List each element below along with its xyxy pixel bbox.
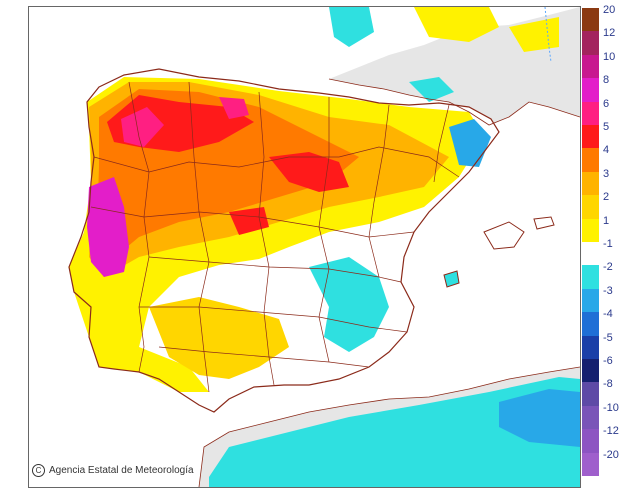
legend-label: 1 [603,214,610,227]
legend-label: -4 [603,308,613,321]
menorca [533,216,555,230]
mallorca [483,221,525,250]
iberia-coastline [68,68,500,413]
legend-label: -3 [603,284,613,297]
legend-swatch [582,195,599,219]
legend-swatch [582,101,599,125]
anomaly-red-center [269,152,349,192]
legend-swatch [582,359,599,383]
anomaly-magenta-portugal [87,177,129,277]
legend-swatch [582,8,599,32]
legend-label: 2 [603,191,610,204]
credit-text: Agencia Estatal de Meteorología [49,465,194,476]
anomaly-yellow-ne [414,7,499,42]
legend-swatch [582,78,599,102]
anomaly-cyan-east [309,257,389,352]
legend-label: 12 [603,27,616,40]
legend-swatch [582,171,599,196]
legend-swatch [582,452,599,476]
legend-label: -6 [603,355,613,367]
agency-credit: C Agencia Estatal de Meteorología [32,464,194,477]
legend-swatch [582,312,599,336]
anomaly-yellow-south [149,297,289,379]
legend-swatch [582,405,599,430]
legend-swatch [582,31,599,55]
legend-label: 5 [603,121,610,133]
color-legend: 20 12 10 8 6 5 4 3 2 1 -1 -2 -3 -4 -5 -6 -8 -10 -12 -20 [582,4,628,478]
anomaly-blue-catalonia [449,119,491,167]
anomaly-magenta-galicia [121,107,164,147]
legend-label: -2 [603,261,613,274]
legend-swatch [582,335,599,359]
legend-label: 4 [603,144,610,157]
copyright-icon: C [32,464,45,477]
africa-coastline [198,366,580,487]
france-border [328,78,580,126]
legend-label: -1 [603,238,613,250]
legend-label: 10 [603,50,616,63]
anomaly-cyan-africa [209,377,580,487]
legend-swatch [582,148,599,172]
legend-label: 3 [603,167,610,180]
anomaly-cyan-north [409,77,454,102]
legend-label: -12 [603,425,619,438]
legend-label: 6 [603,97,610,110]
map-canvas [68,7,580,487]
anomaly-blue-africa [499,389,580,447]
legend-swatch [582,429,599,453]
legend-label: -8 [603,378,613,391]
anomaly-magenta-north [219,97,249,119]
legend-swatch [582,242,599,266]
ibiza [443,270,460,288]
anomaly-cyan-med [329,7,374,47]
legend-label: -20 [603,448,619,461]
legend-label: -10 [603,401,619,414]
region-borders [90,81,460,393]
legend-swatch [582,54,599,79]
anomaly-map [28,6,581,488]
legend-label: 8 [603,74,610,87]
legend-swatch [582,125,599,149]
legend-label: -5 [603,331,613,344]
anomaly-yellow-nw-sea [509,17,559,52]
meridian-line [544,7,552,63]
legend-swatch [582,382,599,406]
legend-label: 20 [603,4,616,16]
legend-swatch [582,288,599,313]
legend-swatch [582,265,599,289]
legend-swatch [582,218,599,242]
